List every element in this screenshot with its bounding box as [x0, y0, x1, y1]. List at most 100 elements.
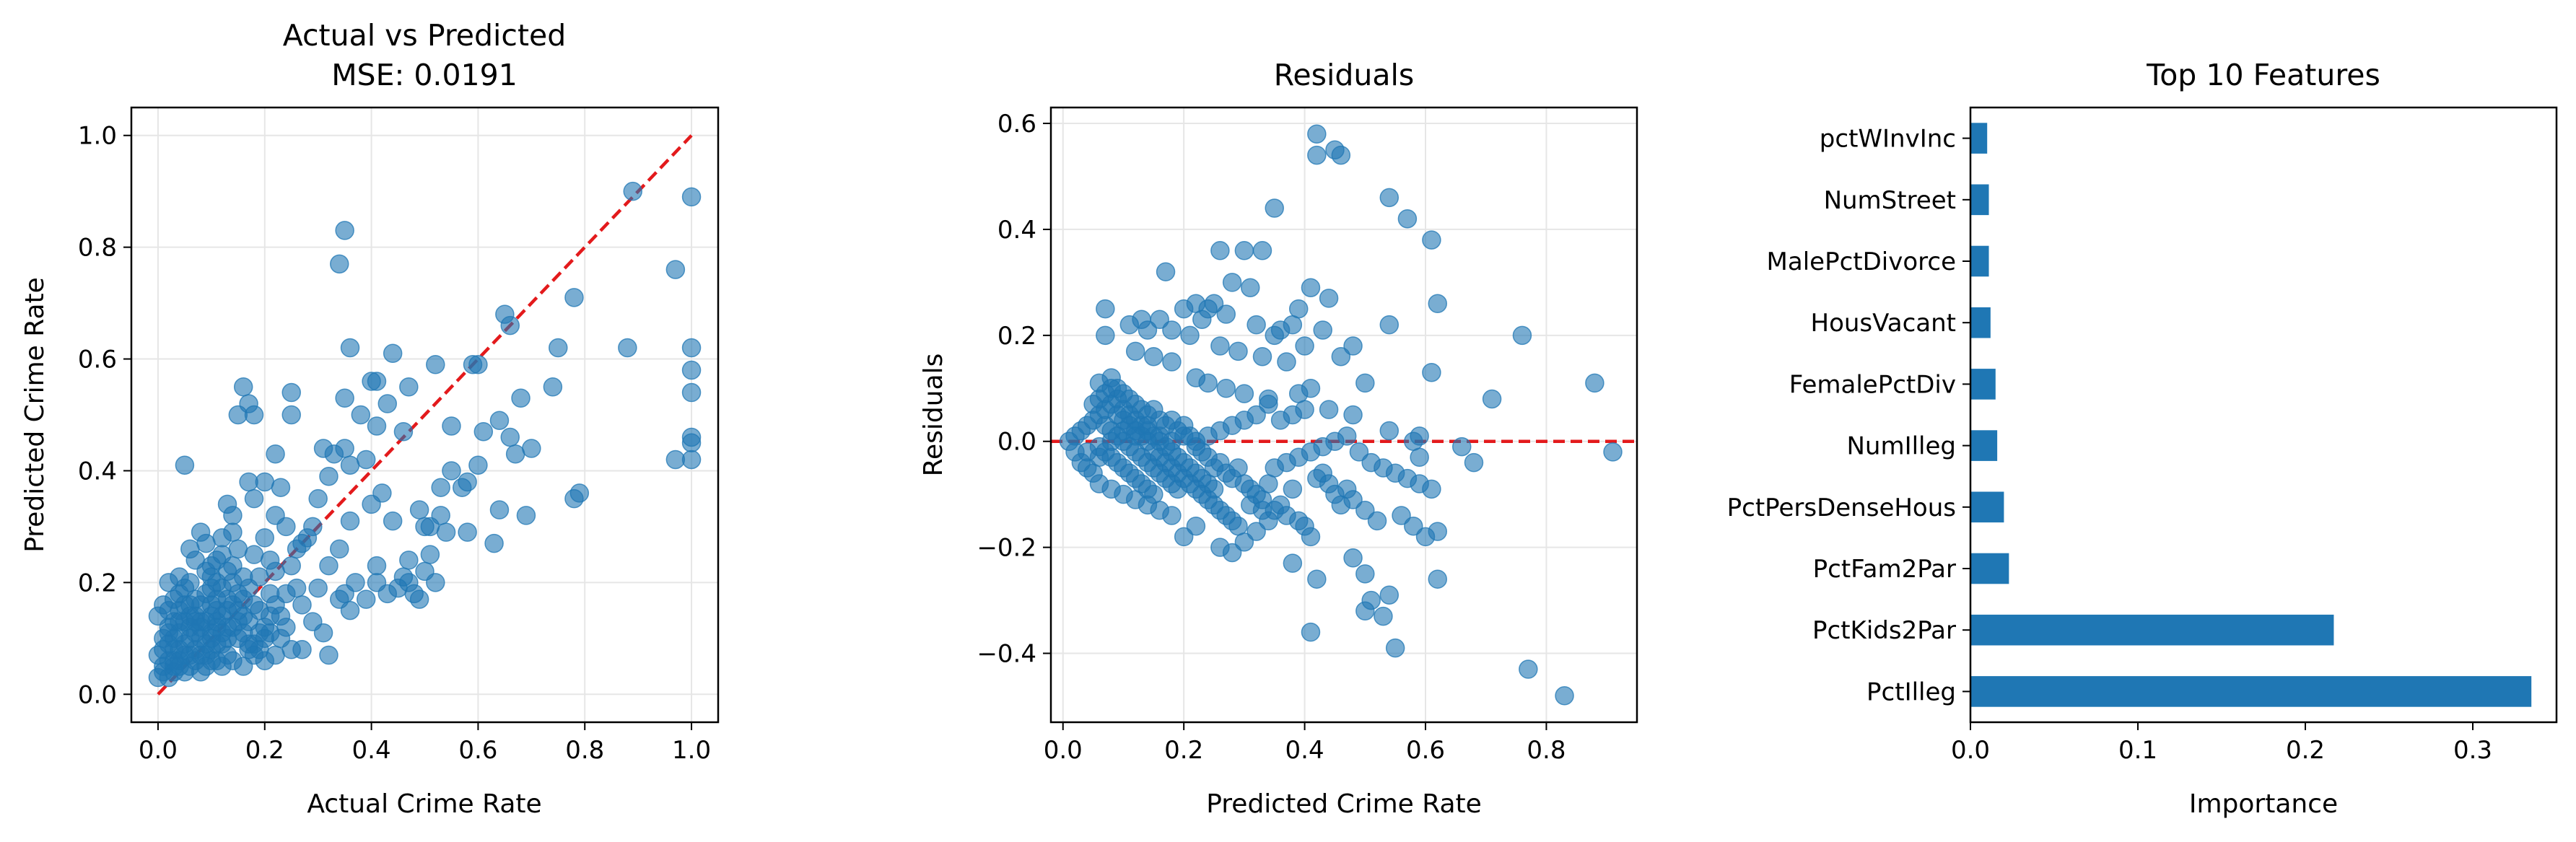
- data-point: [1283, 553, 1303, 573]
- data-point: [335, 439, 354, 458]
- data-point: [1216, 304, 1236, 324]
- data-point: [1162, 352, 1182, 372]
- data-point: [1228, 341, 1248, 361]
- y-tick-label: 0.0: [78, 680, 117, 709]
- category-label: NumStreet: [1824, 186, 1956, 215]
- data-point: [1198, 373, 1218, 393]
- bars: [1970, 123, 2532, 707]
- plot-frame: [1969, 106, 2558, 724]
- x-axis-label: Importance: [2189, 789, 2338, 819]
- data-point: [1180, 325, 1200, 346]
- y-tick-label: 0.4: [997, 216, 1036, 245]
- data-point: [484, 533, 504, 553]
- data-point: [1234, 384, 1254, 403]
- data-point: [180, 595, 200, 615]
- x-tick-label: 0.0: [139, 736, 178, 765]
- data-point: [1428, 569, 1448, 589]
- y-tick-label: 0.0: [997, 428, 1036, 457]
- data-point: [1367, 511, 1387, 531]
- data-point: [511, 388, 531, 408]
- y-tick-label: 0.6: [78, 346, 117, 374]
- x-ticks: 0.0 0.2 0.4 0.6 0.8: [1044, 722, 1566, 765]
- data-point: [468, 455, 488, 475]
- data-point: [164, 651, 184, 671]
- data-point: [1410, 426, 1429, 446]
- x-tick-label: 0.8: [565, 736, 604, 765]
- category-label: NumIlleg: [1846, 432, 1956, 461]
- data-point: [207, 600, 227, 620]
- data-point: [356, 589, 376, 609]
- data-point: [516, 506, 536, 525]
- plot-frame: [130, 106, 720, 724]
- data-point: [1379, 315, 1400, 335]
- data-point: [255, 528, 275, 548]
- data-point: [681, 360, 702, 380]
- data-point: [185, 612, 205, 631]
- data-point: [1392, 506, 1411, 525]
- data-point: [1144, 484, 1163, 504]
- data-point: [1240, 278, 1260, 297]
- x-tick-label: 0.4: [1285, 736, 1324, 765]
- data-point: [1603, 442, 1623, 462]
- category-label: FemalePctDiv: [1789, 370, 1956, 399]
- data-point: [505, 444, 525, 464]
- data-point: [1186, 516, 1206, 536]
- category-label: HousVacant: [1811, 309, 1957, 338]
- data-point: [1283, 315, 1303, 335]
- data-point: [239, 472, 258, 492]
- bar-PctFam2Par: [1970, 553, 2009, 584]
- data-point: [1174, 299, 1194, 319]
- data-point: [1096, 325, 1115, 346]
- data-point: [175, 455, 195, 475]
- data-point: [1156, 262, 1176, 281]
- data-point: [1349, 442, 1369, 462]
- data-point: [388, 578, 408, 598]
- data-point: [367, 556, 387, 576]
- data-point: [308, 578, 328, 598]
- data-point: [367, 372, 387, 391]
- data-point: [223, 522, 243, 542]
- data-point: [266, 645, 285, 665]
- data-point: [319, 466, 339, 486]
- data-point: [500, 427, 520, 447]
- category-label: PctIlleg: [1866, 677, 1956, 706]
- data-point: [681, 382, 702, 403]
- data-point: [1222, 543, 1242, 563]
- data-point: [543, 377, 563, 397]
- data-point: [1355, 373, 1375, 393]
- data-point: [1101, 431, 1121, 451]
- data-point: [1301, 527, 1321, 547]
- y-ticks: −0.4 −0.2 0.0 0.2 0.4 0.6: [977, 110, 1051, 669]
- data-point: [233, 377, 253, 397]
- data-point: [1519, 659, 1538, 679]
- data-point: [1374, 458, 1393, 478]
- data-point: [681, 187, 702, 207]
- category-label: MalePctDivorce: [1767, 247, 1956, 276]
- data-point: [281, 382, 301, 403]
- data-point: [1138, 320, 1158, 340]
- data-point: [1307, 145, 1327, 165]
- data-point: [1283, 479, 1303, 499]
- data-point: [362, 494, 381, 514]
- data-point: [1265, 198, 1284, 218]
- data-point: [458, 472, 477, 492]
- x-tick-label: 0.2: [2286, 736, 2325, 765]
- data-point: [1422, 362, 1441, 382]
- data-point: [489, 411, 510, 430]
- data-point: [340, 455, 360, 475]
- data-point: [329, 539, 349, 559]
- data-point: [1150, 310, 1169, 330]
- data-point: [409, 589, 429, 609]
- data-point: [1464, 452, 1484, 473]
- y-tick-label: 0.6: [997, 110, 1036, 139]
- data-point: [1343, 490, 1363, 509]
- chart-title: Residuals: [1274, 58, 1415, 92]
- data-point: [228, 612, 248, 631]
- data-point: [351, 405, 371, 425]
- data-point: [1228, 516, 1248, 536]
- data-point: [201, 578, 222, 598]
- x-ticks: 0.0 0.2 0.4 0.6 0.8 1.0: [139, 722, 711, 765]
- data-point: [228, 539, 248, 559]
- data-point: [1252, 241, 1272, 260]
